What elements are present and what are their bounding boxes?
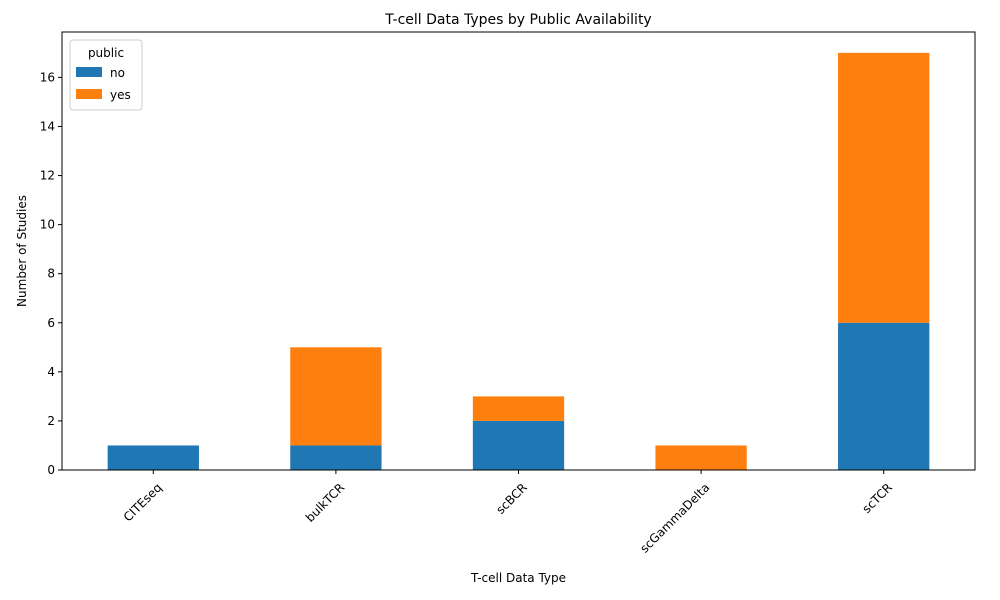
bar-bulkTCR-no [290, 445, 382, 470]
x-tick-label: bulkTCR [303, 480, 347, 524]
y-tick-label: 16 [40, 70, 55, 84]
x-tick-label: scGammaDelta [637, 480, 712, 555]
legend: public no yes [69, 39, 143, 111]
bar-CITEseq-no [107, 445, 199, 470]
y-tick-label: 10 [40, 218, 55, 232]
y-tick-label: 6 [47, 316, 55, 330]
x-tick-label: scTCR [860, 480, 895, 515]
bar-scBCR-no [472, 420, 565, 470]
y-tick-label: 0 [47, 463, 55, 477]
bar-scTCR-yes [838, 52, 930, 323]
bar-scBCR-yes [472, 396, 565, 421]
y-axis: 0 2 4 6 8 10 12 14 16 [40, 70, 62, 477]
legend-swatch-yes [76, 89, 102, 99]
y-tick-label: 8 [47, 267, 55, 281]
plot-frame [61, 31, 976, 471]
bars-group [107, 52, 930, 470]
y-tick-label: 4 [47, 365, 55, 379]
bar-scTCR-no [838, 322, 930, 470]
y-axis-label: Number of Studies [15, 195, 29, 307]
x-tick-label: CITEseq [121, 480, 165, 524]
y-tick-label: 14 [40, 119, 55, 133]
y-tick-label: 2 [47, 414, 55, 428]
legend-title: public [88, 46, 124, 60]
legend-label-yes: yes [110, 88, 131, 102]
x-axis: CITEseq bulkTCR scBCR scGammaDelta scTCR [121, 470, 895, 556]
x-axis-label: T-cell Data Type [470, 571, 566, 585]
y-tick-label: 12 [40, 169, 55, 183]
legend-swatch-no [76, 67, 102, 77]
chart-title: T-cell Data Types by Public Availability [384, 12, 651, 28]
bar-bulkTCR-yes [290, 347, 382, 446]
bar-scGammaDelta-yes [655, 445, 747, 470]
x-tick-label: scBCR [493, 480, 529, 516]
legend-label-no: no [110, 66, 125, 80]
